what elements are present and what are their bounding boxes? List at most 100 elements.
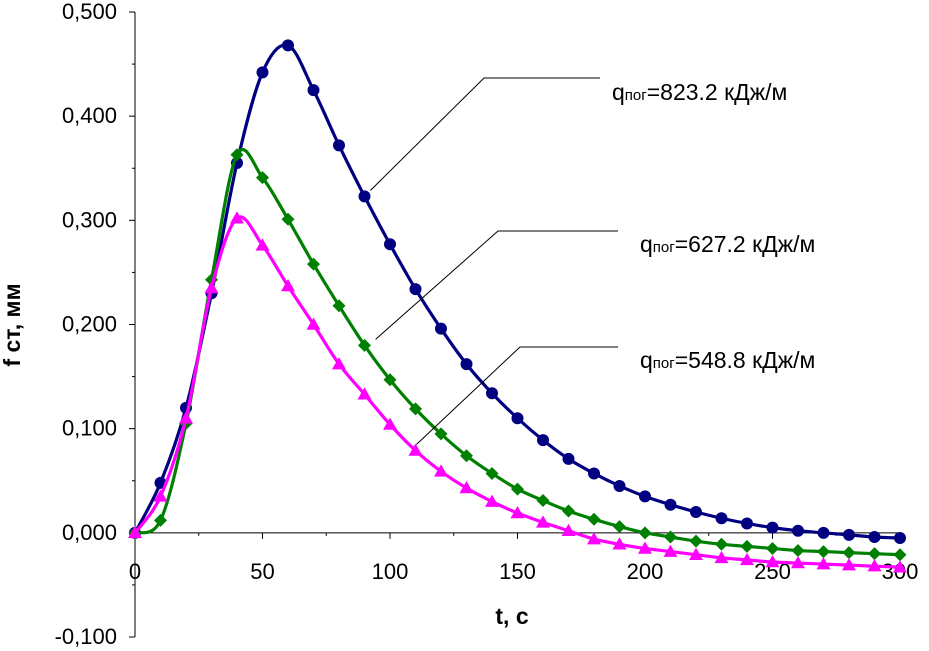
data-point <box>588 467 600 480</box>
y-tick-label: 0,100 <box>62 416 117 441</box>
data-point <box>333 139 345 152</box>
data-point <box>893 548 907 562</box>
x-tick-label: 0 <box>129 559 141 584</box>
data-point <box>715 537 728 551</box>
data-point <box>460 449 473 463</box>
series-label-subscript: пог <box>653 355 675 372</box>
y-tick-label: 0,200 <box>62 312 117 337</box>
data-point <box>153 489 168 502</box>
leader-line <box>416 346 618 445</box>
data-point <box>613 520 626 534</box>
data-point <box>842 546 856 560</box>
data-point <box>766 521 779 534</box>
x-tick-label: 150 <box>499 559 536 584</box>
data-point <box>230 148 244 162</box>
series-label-value: =627.2 кДж/м <box>675 231 816 257</box>
data-point <box>357 387 372 400</box>
data-point <box>307 84 320 97</box>
data-point <box>307 257 320 271</box>
data-point <box>638 541 652 554</box>
callout-3: qпог=548.8 кДж/м <box>416 346 816 445</box>
data-point <box>409 283 422 296</box>
data-point <box>817 545 830 559</box>
data-point <box>358 190 371 203</box>
callouts: qпог=823.2 кДж/м qпог=627.2 кДж/мqпог=548… <box>370 77 816 445</box>
series-3 <box>128 211 907 573</box>
data-point <box>128 525 142 539</box>
data-point <box>358 338 371 352</box>
data-point <box>817 526 830 539</box>
data-point <box>536 494 550 508</box>
series-label-subscript: пог <box>653 239 675 256</box>
data-point <box>256 66 269 79</box>
data-point <box>434 464 448 477</box>
data-point <box>230 211 244 224</box>
data-point <box>664 498 677 511</box>
data-point <box>587 512 601 526</box>
data-point <box>689 534 703 548</box>
x-tick-label: 50 <box>250 559 274 584</box>
x-tick-label: 100 <box>372 559 409 584</box>
x-tick-label: 200 <box>627 559 664 584</box>
data-point <box>664 530 677 544</box>
data-point <box>281 278 295 292</box>
series-line <box>133 43 901 540</box>
y-tick-label: 0,000 <box>62 520 117 545</box>
data-point <box>765 555 780 568</box>
data-point <box>867 559 882 572</box>
data-point <box>740 552 754 566</box>
data-point <box>256 171 269 185</box>
y-tick-label: 0,500 <box>62 0 117 24</box>
data-point <box>282 39 294 52</box>
data-point <box>792 524 804 537</box>
callout-2: qпог=627.2 кДж/м <box>375 230 816 340</box>
data-point <box>613 479 626 492</box>
data-point <box>435 322 447 335</box>
data-point <box>511 412 524 425</box>
data-point <box>537 434 549 447</box>
callout-1: qпог=823.2 кДж/м <box>370 77 788 191</box>
data-point <box>434 427 448 441</box>
data-point <box>485 466 499 480</box>
data-point <box>408 443 423 456</box>
data-point <box>460 358 473 371</box>
data-point <box>868 547 881 561</box>
leader-line <box>370 77 600 191</box>
series-1 <box>129 39 906 545</box>
data-point <box>384 238 396 251</box>
data-point <box>459 481 474 494</box>
data-point <box>510 506 525 519</box>
series-layer <box>128 39 907 573</box>
data-point <box>791 556 805 569</box>
data-point <box>332 299 346 313</box>
data-point <box>714 550 729 564</box>
data-point <box>894 532 906 545</box>
data-point <box>511 482 524 496</box>
data-point <box>843 528 855 541</box>
data-point <box>842 558 856 571</box>
data-point <box>281 212 295 226</box>
series-label-value: =823.2 кДж/м <box>647 79 788 105</box>
data-point <box>204 281 219 294</box>
data-point <box>561 523 576 536</box>
data-point <box>306 317 321 330</box>
data-point <box>690 506 702 518</box>
data-point <box>639 490 651 503</box>
x-axis-title: t, с <box>495 603 528 629</box>
data-point <box>383 373 397 387</box>
data-point <box>612 537 627 550</box>
y-tick-label: 0,300 <box>62 207 117 232</box>
data-point <box>663 544 678 557</box>
data-point <box>562 504 575 518</box>
data-point <box>409 402 422 416</box>
data-point <box>740 539 754 553</box>
data-point <box>154 513 167 527</box>
y-tick-label: 0,400 <box>62 103 117 128</box>
y-axis-title: f ст, мм <box>0 283 25 366</box>
data-point <box>638 526 652 540</box>
data-point <box>893 560 907 573</box>
axes: -0,100 0,000 0,100 0,200 0,300 0,400 0,500 0 50 1… <box>55 0 919 649</box>
series-label-subscript: пог <box>625 87 647 104</box>
series-label-value: =548.8 кДж/м <box>675 347 816 373</box>
